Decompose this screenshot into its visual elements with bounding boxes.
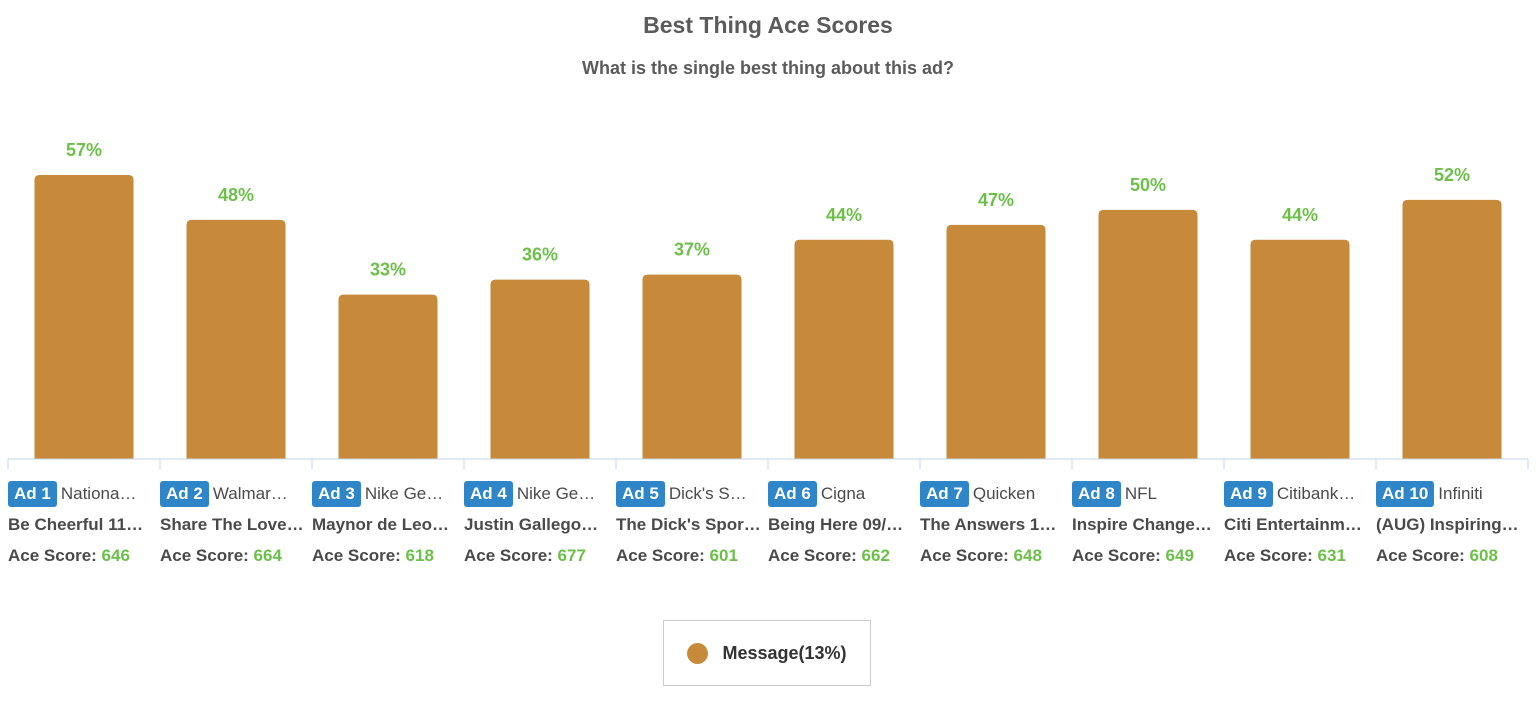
bar-value-label-9: 44% bbox=[1282, 205, 1318, 225]
chart-subtitle: What is the single best thing about this… bbox=[581, 58, 954, 78]
x-tick-label-7: Ad 7 Quicken The Answers 1… Ace Score: 648 bbox=[920, 478, 1070, 571]
ace-score-6: Ace Score: 662 bbox=[768, 546, 890, 565]
ace-score-10: Ace Score: 608 bbox=[1376, 546, 1498, 565]
x-tick-label-8: Ad 8 NFL Inspire Change… Ace Score: 649 bbox=[1072, 478, 1222, 571]
x-tick-label-5: Ad 5 Dick's S… The Dick's Spor… Ace Score: … bbox=[616, 478, 766, 571]
ad-badge-8: Ad 8 bbox=[1072, 481, 1121, 507]
ad-name-4: Justin Gallego… bbox=[464, 515, 599, 534]
ad-badge-10: Ad 10 bbox=[1376, 481, 1435, 507]
bar-value-label-5: 37% bbox=[674, 240, 710, 260]
ad-name-8: Inspire Change… bbox=[1072, 515, 1212, 534]
ad-badge-2: Ad 2 bbox=[160, 481, 209, 507]
ad-badge-6: Ad 6 bbox=[768, 481, 817, 507]
ad-name-6: Being Here 09/… bbox=[768, 515, 904, 534]
ad-name-3: Maynor de Leo… bbox=[312, 515, 449, 534]
ad-badge-4: Ad 4 bbox=[464, 481, 513, 507]
x-tick-label-1: Ad 1 Nationa… Be Cheerful 11… Ace Score: 64… bbox=[8, 478, 158, 571]
ad-brand-1: Nationa… bbox=[60, 484, 137, 503]
bar-7[interactable] bbox=[946, 224, 1046, 459]
x-tick-label-4: Ad 4 Nike Ge… Justin Gallego… Ace Score: 67… bbox=[464, 478, 614, 571]
ad-name-7: The Answers 1… bbox=[920, 515, 1057, 534]
bar-value-label-8: 50% bbox=[1130, 175, 1166, 195]
x-tick-label-2: Ad 2 Walmar… Share The Love… Ace Score: 664 bbox=[160, 478, 310, 571]
bar-9[interactable] bbox=[1250, 239, 1350, 459]
ace-score-7: Ace Score: 648 bbox=[920, 546, 1042, 565]
bar-10[interactable] bbox=[1402, 199, 1502, 459]
ace-score-5: Ace Score: 601 bbox=[616, 546, 738, 565]
ace-score-4: Ace Score: 677 bbox=[464, 546, 586, 565]
legend-label-message: Message(13%) bbox=[722, 642, 847, 663]
ad-name-2: Share The Love… bbox=[160, 515, 304, 534]
ad-brand-3: Nike Ge… bbox=[364, 484, 444, 503]
ace-score-2: Ace Score: 664 bbox=[160, 546, 282, 565]
ad-name-9: Citi Entertainm… bbox=[1224, 515, 1362, 534]
bar-4[interactable] bbox=[490, 279, 590, 459]
bar-8[interactable] bbox=[1098, 209, 1198, 459]
legend-swatch-message bbox=[687, 642, 709, 664]
ad-badge-3: Ad 3 bbox=[312, 481, 361, 507]
ad-name-1: Be Cheerful 11… bbox=[8, 515, 144, 534]
ad-brand-2: Walmar… bbox=[212, 484, 288, 503]
x-tick-label-3: Ad 3 Nike Ge… Maynor de Leo… Ace Score: 618 bbox=[312, 478, 462, 571]
bar-value-label-6: 44% bbox=[826, 205, 862, 225]
ad-name-10: (AUG) Inspiring… bbox=[1376, 515, 1519, 534]
legend[interactable]: Message(13%) bbox=[663, 620, 871, 686]
chart-title: Best Thing Ace Scores bbox=[643, 12, 893, 38]
ad-brand-10: Infiniti bbox=[1438, 484, 1483, 503]
ace-score-1: Ace Score: 646 bbox=[8, 546, 130, 565]
bar-6[interactable] bbox=[794, 239, 894, 459]
x-tick-label-9: Ad 9 Citibank… Citi Entertainm… Ace Score: … bbox=[1224, 478, 1374, 571]
ad-badge-9: Ad 9 bbox=[1224, 481, 1273, 507]
x-tick-label-10: Ad 10 Infiniti (AUG) Inspiring… Ace Score: … bbox=[1376, 478, 1526, 571]
bar-value-label-4: 36% bbox=[522, 245, 558, 265]
ace-score-9: Ace Score: 631 bbox=[1224, 546, 1346, 565]
bar-value-label-2: 48% bbox=[218, 185, 254, 205]
ad-brand-4: Nike Ge… bbox=[516, 484, 596, 503]
x-tick-label-6: Ad 6 Cigna Being Here 09/… Ace Score: 662 bbox=[768, 478, 918, 571]
bar-3[interactable] bbox=[338, 294, 438, 459]
bar-1[interactable] bbox=[34, 175, 134, 459]
ad-brand-7: Quicken bbox=[972, 484, 1036, 503]
ad-badge-7: Ad 7 bbox=[920, 481, 969, 507]
ad-name-5: The Dick's Spor… bbox=[616, 515, 761, 534]
bar-5[interactable] bbox=[642, 274, 742, 459]
ad-brand-8: NFL bbox=[1124, 484, 1157, 503]
bar-value-label-7: 47% bbox=[978, 190, 1014, 210]
ad-badge-5: Ad 5 bbox=[616, 481, 665, 507]
ace-score-8: Ace Score: 649 bbox=[1072, 546, 1194, 565]
bar-value-label-10: 52% bbox=[1434, 165, 1470, 185]
bar-2[interactable] bbox=[186, 219, 286, 459]
ace-score-3: Ace Score: 618 bbox=[312, 546, 434, 565]
ad-brand-6: Cigna bbox=[820, 484, 866, 503]
ad-brand-9: Citibank… bbox=[1276, 484, 1356, 503]
bar-value-label-1: 57% bbox=[66, 140, 102, 160]
bar-value-label-3: 33% bbox=[370, 260, 406, 280]
ad-brand-5: Dick's S… bbox=[668, 484, 747, 503]
ad-badge-1: Ad 1 bbox=[8, 481, 57, 507]
